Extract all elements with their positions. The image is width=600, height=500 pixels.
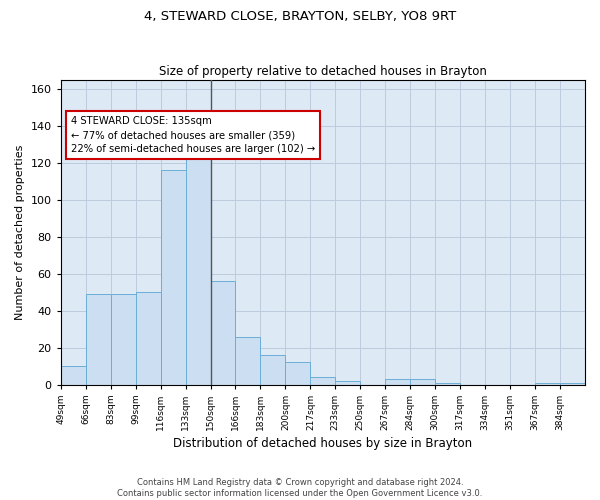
- Title: Size of property relative to detached houses in Brayton: Size of property relative to detached ho…: [159, 66, 487, 78]
- Bar: [435, 383, 460, 384]
- Bar: [260, 355, 286, 384]
- Bar: [136, 292, 161, 384]
- Bar: [161, 170, 185, 384]
- Bar: [235, 336, 260, 384]
- Bar: [211, 281, 235, 384]
- Bar: [385, 379, 410, 384]
- Bar: [310, 378, 335, 384]
- X-axis label: Distribution of detached houses by size in Brayton: Distribution of detached houses by size …: [173, 437, 472, 450]
- Bar: [286, 362, 310, 384]
- Y-axis label: Number of detached properties: Number of detached properties: [15, 144, 25, 320]
- Bar: [335, 381, 361, 384]
- Bar: [410, 379, 435, 384]
- Bar: [185, 154, 211, 384]
- Text: 4 STEWARD CLOSE: 135sqm
← 77% of detached houses are smaller (359)
22% of semi-d: 4 STEWARD CLOSE: 135sqm ← 77% of detache…: [71, 116, 316, 154]
- Bar: [560, 383, 585, 384]
- Bar: [535, 383, 560, 384]
- Text: 4, STEWARD CLOSE, BRAYTON, SELBY, YO8 9RT: 4, STEWARD CLOSE, BRAYTON, SELBY, YO8 9R…: [144, 10, 456, 23]
- Bar: [110, 294, 136, 384]
- Bar: [61, 366, 86, 384]
- Text: Contains HM Land Registry data © Crown copyright and database right 2024.
Contai: Contains HM Land Registry data © Crown c…: [118, 478, 482, 498]
- Bar: [86, 294, 110, 384]
